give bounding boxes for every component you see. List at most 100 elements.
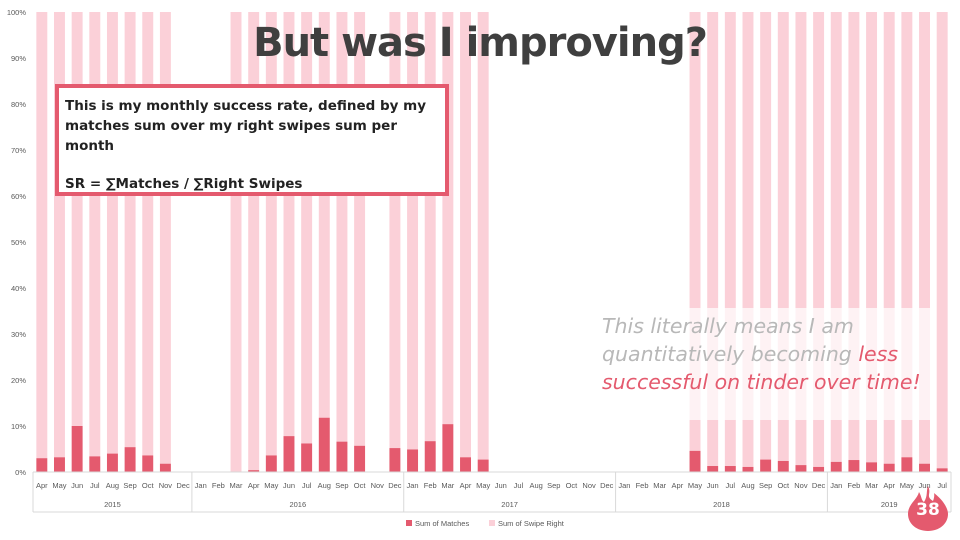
bars: [36, 12, 948, 472]
x-tick-label: Jun: [707, 481, 719, 490]
x-tick-label: Jun: [495, 481, 507, 490]
bar-matches: [248, 470, 260, 472]
x-tick-label: Jan: [195, 481, 207, 490]
bar-swipe-right: [389, 12, 401, 449]
legend-label: Sum of Matches: [415, 519, 469, 528]
bar-swipe-right: [230, 12, 242, 472]
bar-matches: [389, 448, 401, 472]
bar-swipe-right: [36, 12, 48, 459]
bar-swipe-right: [742, 12, 754, 467]
x-tick-label: Feb: [424, 481, 437, 490]
x-tick-label: Sep: [123, 481, 136, 490]
bar-matches: [830, 461, 842, 472]
x-tick-label: Dec: [388, 481, 402, 490]
bar-swipe-right: [795, 12, 807, 466]
bar-matches: [742, 466, 754, 472]
bar-swipe-right: [89, 12, 101, 457]
bar-swipe-right: [354, 12, 366, 446]
flame-icon: [908, 486, 948, 531]
bar-swipe-right: [301, 12, 313, 444]
bar-matches: [336, 441, 348, 472]
bar-swipe-right: [777, 12, 789, 461]
bar-matches: [848, 460, 860, 472]
bar-swipe-right: [919, 12, 930, 464]
x-tick-label: May: [264, 481, 278, 490]
bar-matches: [795, 465, 807, 472]
bar-swipe-right: [159, 12, 171, 464]
bar-matches: [407, 449, 419, 472]
bar-matches: [883, 463, 895, 472]
bar-swipe-right: [848, 12, 860, 461]
y-tick-label: 60%: [11, 192, 26, 201]
x-tick-label: May: [688, 481, 702, 490]
x-tick-label: Mar: [653, 481, 666, 490]
x-tick-label: May: [476, 481, 490, 490]
year-label: 2017: [501, 500, 518, 509]
bar-swipe-right: [54, 12, 65, 458]
bar-matches: [318, 417, 330, 472]
bar-swipe-right: [336, 12, 348, 442]
bar-swipe-right: [407, 12, 419, 450]
y-tick-label: 80%: [11, 100, 26, 109]
x-tick-label: May: [900, 481, 914, 490]
x-tick-label: Oct: [142, 481, 155, 490]
x-tick-label: Jun: [918, 481, 930, 490]
bar-swipe-right: [106, 12, 118, 454]
bar-matches: [159, 463, 171, 472]
legend-swatch: [406, 520, 412, 526]
bar-matches: [442, 424, 454, 472]
x-tick-label: Jul: [726, 481, 736, 490]
bar-matches: [301, 443, 313, 472]
bar-swipe-right: [830, 12, 842, 462]
bar-matches: [265, 455, 277, 472]
x-tick-label: Aug: [318, 481, 331, 490]
x-tick-label: Feb: [847, 481, 860, 490]
bar-matches: [124, 447, 136, 472]
year-label: 2018: [713, 500, 730, 509]
bar-swipe-right: [901, 12, 913, 458]
y-tick-label: 40%: [11, 284, 26, 293]
bar-swipe-right: [142, 12, 154, 456]
bar-swipe-right: [265, 12, 277, 456]
bar-matches: [936, 468, 948, 472]
bar-matches: [866, 462, 878, 472]
x-tick-label: Jan: [618, 481, 630, 490]
bar-matches: [54, 457, 65, 472]
bar-matches: [813, 466, 825, 472]
x-tick-label: Jul: [514, 481, 524, 490]
x-tick-label: Oct: [354, 481, 367, 490]
legend-label: Sum of Swipe Right: [498, 519, 565, 528]
x-tick-label: Dec: [176, 481, 190, 490]
bar-matches: [689, 450, 701, 472]
x-tick-label: Apr: [36, 481, 48, 490]
x-tick-label: Sep: [759, 481, 772, 490]
legend-swatch: [489, 520, 495, 526]
y-tick-label: 10%: [11, 422, 26, 431]
bar-matches: [354, 445, 366, 472]
y-tick-label: 0%: [15, 468, 26, 477]
conclusion-note: This literally means I am quantitatively…: [596, 308, 936, 420]
x-tick-label: Nov: [582, 481, 596, 490]
bar-matches: [89, 456, 101, 472]
x-tick-label: Sep: [547, 481, 560, 490]
x-tick-label: Jan: [830, 481, 842, 490]
bar-matches: [142, 455, 154, 472]
x-tick-label: Jun: [71, 481, 83, 490]
bar-matches: [283, 436, 295, 472]
definition-line-2: matches sum over my right swipes sum per…: [65, 118, 397, 154]
bar-matches: [460, 457, 471, 472]
bar-matches: [707, 466, 719, 472]
x-tick-label: Apr: [672, 481, 684, 490]
bar-swipe-right: [460, 12, 471, 458]
x-tick-label: Jan: [407, 481, 419, 490]
x-tick-label: Aug: [741, 481, 754, 490]
bar-swipe-right: [477, 12, 489, 460]
bar-swipe-right: [760, 12, 772, 460]
x-tick-label: Dec: [600, 481, 614, 490]
x-tick-label: Sep: [335, 481, 348, 490]
x-tick-label: Oct: [566, 481, 579, 490]
y-tick-label: 30%: [11, 330, 26, 339]
bar-swipe-right: [442, 12, 454, 425]
x-tick-label: Aug: [106, 481, 119, 490]
bar-swipe-right: [71, 12, 83, 426]
